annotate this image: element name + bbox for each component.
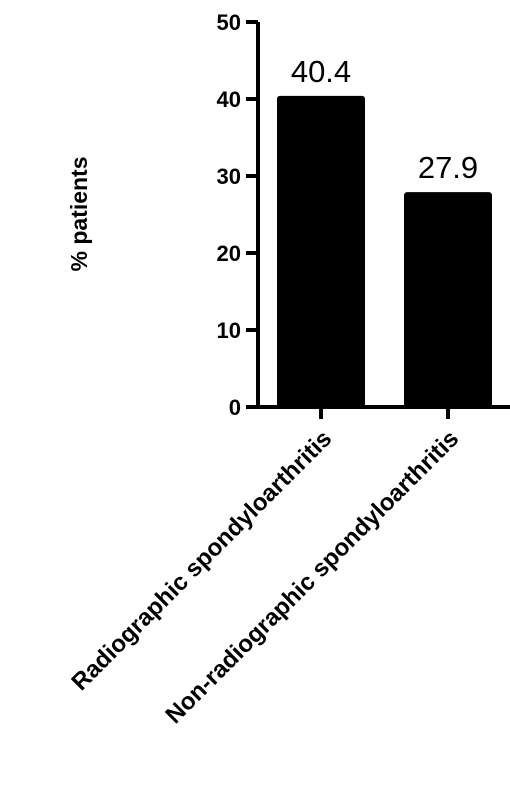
x-axis: Radiographic spondyloarthritisNon-radiog…: [66, 405, 510, 729]
y-tick-label-30: 30: [217, 164, 241, 189]
y-tick-label-0: 0: [229, 395, 241, 420]
y-axis-title: % patients: [66, 156, 92, 271]
bar-1: [277, 95, 365, 408]
y-tick-label-10: 10: [217, 318, 241, 343]
bars-group: 40.4 27.9: [277, 54, 492, 408]
x-tick-label-1: Radiographic spondyloarthritis: [66, 425, 337, 696]
y-tick-label-20: 20: [217, 241, 241, 266]
y-axis: 0 10 20 30 40 50: [217, 10, 260, 420]
y-tick-label-50: 50: [217, 10, 241, 35]
bar-2: [404, 192, 492, 407]
y-tick-label-40: 40: [217, 87, 241, 112]
x-tick-label-2: Non-radiographic spondyloarthritis: [160, 425, 464, 729]
data-label-2: 27.9: [418, 150, 478, 185]
data-label-1: 40.4: [291, 54, 351, 89]
